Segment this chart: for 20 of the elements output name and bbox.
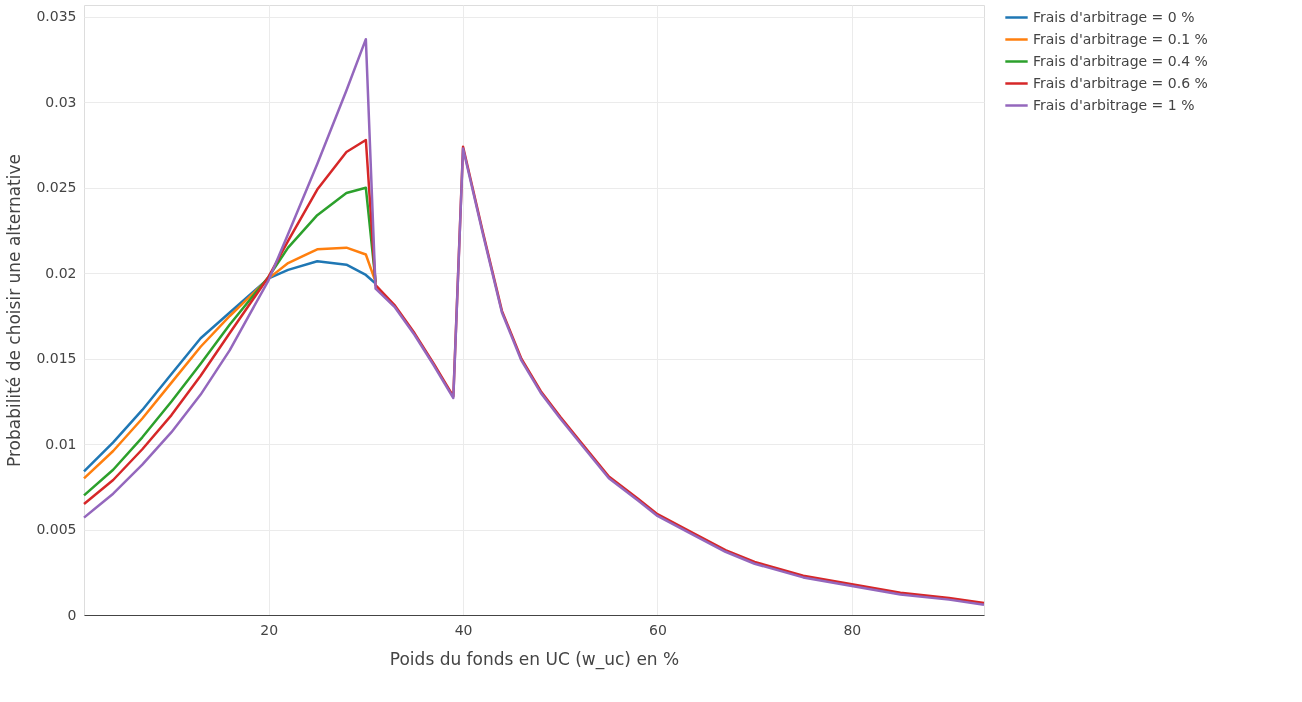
legend-label: Frais d'arbitrage = 0.6 % [1033, 74, 1208, 91]
y-tick-label: 0.015 [36, 350, 77, 367]
x-tick-label: 20 [260, 621, 279, 638]
y-tick-label: 0.035 [36, 8, 77, 25]
legend-label: Frais d'arbitrage = 0.4 % [1033, 52, 1208, 69]
legend-label: Frais d'arbitrage = 1 % [1033, 96, 1195, 113]
x-tick-label: 80 [843, 621, 862, 638]
x-axis-title: Poids du fonds en UC (w_uc) en % [389, 648, 680, 670]
x-tick-label: 40 [454, 621, 473, 638]
y-tick-label: 0 [67, 606, 77, 623]
y-axis-title: Probabilité de choisir une alternative [4, 153, 25, 468]
y-tick-label: 0.01 [45, 435, 77, 452]
y-tick-label: 0.02 [45, 264, 77, 281]
y-tick-label: 0.03 [45, 93, 77, 110]
line-series [82, 37, 986, 606]
y-tick-label: 0.005 [36, 521, 77, 538]
y-tick-label: 0.025 [36, 179, 77, 196]
x-tick-label: 60 [649, 621, 667, 638]
legend-label: Frais d'arbitrage = 0 % [1033, 8, 1195, 25]
legend-label: Frais d'arbitrage = 0.1 % [1033, 30, 1208, 47]
